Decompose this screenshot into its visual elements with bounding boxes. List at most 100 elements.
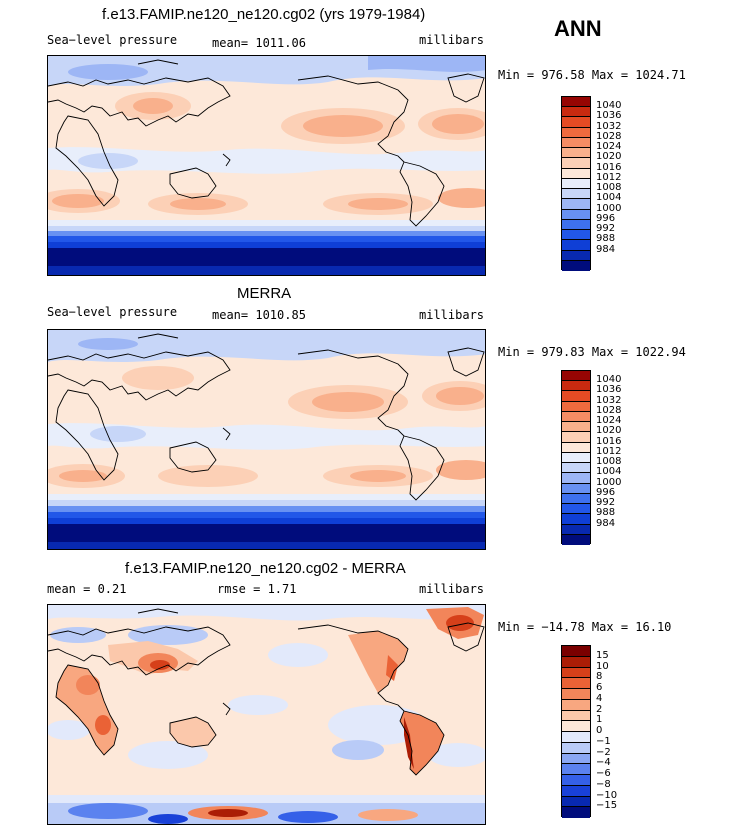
colorbar-swatch — [562, 381, 590, 392]
colorbar-tick-label: 1008 — [596, 456, 622, 468]
colorbar-tick-label: −15 — [596, 800, 618, 812]
colorbar-swatch — [562, 473, 590, 484]
colorbar-swatch — [562, 524, 590, 535]
colorbar-tick-label: 4 — [596, 692, 603, 704]
colorbar-tick-label: 1028 — [596, 130, 622, 142]
colorbar-tick-label: 992 — [596, 223, 616, 235]
colorbar-tick-label: 992 — [596, 497, 616, 509]
panel-1-mean-label: mean= 1011.06 — [212, 36, 306, 50]
colorbar-swatch — [562, 732, 590, 743]
panel-2-map — [47, 329, 486, 550]
colorbar-swatch — [562, 667, 590, 679]
panel-2-title: MERRA — [237, 285, 292, 302]
colorbar-swatch — [562, 107, 590, 118]
colorbar-tick-label: 1008 — [596, 182, 622, 194]
colorbar-tick-label: 6 — [596, 682, 603, 693]
colorbar-tick-label: 0 — [596, 725, 603, 736]
colorbar-tick-label: −1 — [596, 735, 611, 747]
colorbar-swatch — [562, 721, 590, 732]
colorbar-swatch — [562, 411, 590, 423]
colorbar-swatch — [562, 514, 590, 525]
colorbar-swatch — [562, 678, 590, 689]
colorbar-swatch — [562, 199, 590, 210]
colorbar-tick-label: 1036 — [596, 384, 622, 396]
colorbar-tick-label: 1016 — [596, 161, 622, 173]
panel-1-minmax: Min = 976.58 Max = 1024.71 — [498, 68, 686, 82]
colorbar-tick-label: 988 — [596, 233, 616, 245]
colorbar-tick-label: 1024 — [596, 141, 622, 153]
colorbar-swatch — [562, 463, 590, 474]
colorbar-swatch — [562, 689, 590, 700]
colorbar-swatch — [562, 260, 590, 271]
colorbar-tick-label: 10 — [596, 660, 609, 672]
panel-2-units-label: millibars — [419, 308, 485, 322]
colorbar-tick-label: −10 — [596, 789, 618, 801]
colorbar-swatch — [562, 209, 590, 220]
panel-3-map — [47, 604, 486, 825]
panel-2-minmax: Min = 979.83 Max = 1022.94 — [498, 345, 686, 359]
colorbar-swatch — [562, 240, 590, 251]
colorbar-swatch — [562, 742, 590, 754]
colorbar-tick-label: 1036 — [596, 110, 622, 122]
colorbar-swatch — [562, 796, 590, 808]
colorbar-tick-label: 8 — [596, 671, 603, 683]
colorbar-swatch — [562, 127, 590, 138]
colorbar-swatch — [562, 764, 590, 775]
colorbar-swatch — [562, 371, 590, 382]
colorbar-tick-label: 1020 — [596, 425, 622, 437]
colorbar-tick-label: 1020 — [596, 151, 622, 163]
colorbar-swatch — [562, 442, 590, 453]
colorbar-tick-label: 996 — [596, 212, 616, 224]
colorbar-swatch — [562, 775, 590, 786]
colorbar-tick-label: 1016 — [596, 435, 622, 447]
colorbar-swatch — [562, 452, 590, 464]
panel-3-rmse-label: rmse = 1.71 — [217, 582, 297, 596]
colorbar-tick-label: 1040 — [596, 374, 622, 386]
colorbar-tick-label: 1012 — [596, 445, 622, 457]
colorbar-swatch — [562, 422, 590, 433]
colorbar-swatch — [562, 97, 590, 108]
colorbar-swatch — [562, 148, 590, 159]
colorbar-swatch — [562, 504, 590, 515]
colorbar-tick-label: −6 — [596, 768, 611, 779]
colorbar-swatch — [562, 534, 590, 545]
colorbar-tick-label: 984 — [596, 517, 616, 529]
colorbar-swatch — [562, 178, 590, 190]
colorbar-tick-label: 1032 — [596, 120, 622, 132]
colorbar-swatch — [562, 391, 590, 402]
colorbar-tick-label: 1004 — [596, 192, 622, 204]
panel-3-colorbar — [561, 645, 591, 818]
colorbar-swatch — [562, 117, 590, 128]
colorbar-tick-label: 15 — [596, 649, 609, 661]
colorbar-swatch — [562, 483, 590, 494]
colorbar-tick-label: 984 — [596, 243, 616, 255]
colorbar-swatch — [562, 168, 590, 179]
colorbar-tick-label: 2 — [596, 703, 603, 715]
colorbar-swatch — [562, 785, 590, 797]
panel-3-minmax: Min = −14.78 Max = 16.10 — [498, 620, 672, 634]
colorbar-swatch — [562, 230, 590, 241]
colorbar-swatch — [562, 432, 590, 443]
panel-2-colorbar — [561, 370, 591, 545]
season-label: ANN — [554, 16, 602, 41]
colorbar-tick-label: 1000 — [596, 202, 622, 214]
panel-2-mean-label: mean= 1010.85 — [212, 308, 306, 322]
colorbar-tick-label: 1024 — [596, 415, 622, 427]
colorbar-swatch — [562, 699, 590, 711]
colorbar-swatch — [562, 219, 590, 231]
colorbar-swatch — [562, 250, 590, 261]
colorbar-tick-label: 1012 — [596, 171, 622, 183]
panel-1-title: f.e13.FAMIP.ne120_ne120.cg02 (yrs 1979-1… — [102, 6, 426, 23]
colorbar-swatch — [562, 401, 590, 412]
colorbar-swatch — [562, 158, 590, 169]
colorbar-tick-label: 988 — [596, 507, 616, 519]
panel-3-title: f.e13.FAMIP.ne120_ne120.cg02 - MERRA — [125, 560, 406, 577]
panel-1-variable-label: Sea−level pressure — [47, 33, 178, 47]
panel-1-units-label: millibars — [419, 33, 485, 47]
colorbar-swatch — [562, 753, 590, 765]
colorbar-tick-label: 1 — [596, 714, 603, 726]
colorbar-tick-label: −2 — [596, 746, 611, 758]
colorbar-swatch — [562, 656, 590, 668]
panel-2-variable-label: Sea−level pressure — [47, 305, 178, 319]
colorbar-tick-label: 1004 — [596, 466, 622, 478]
